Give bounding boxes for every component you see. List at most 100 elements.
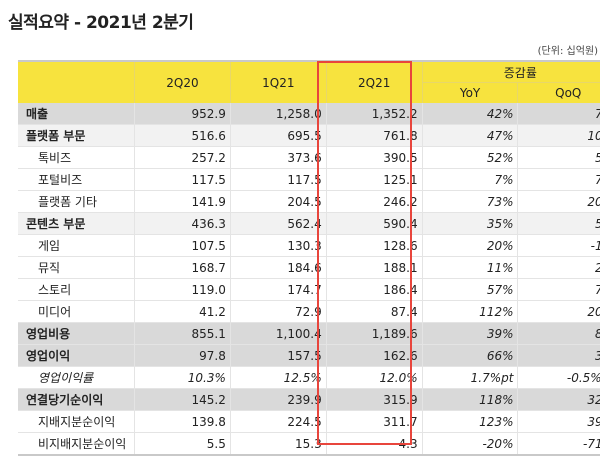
cell-value: 97.8: [133, 344, 231, 367]
cell-value: 41.2: [133, 300, 231, 323]
row-label: 포털비즈: [18, 168, 135, 191]
row-label: 플랫폼 기타: [18, 190, 135, 213]
cell-value: -20%: [421, 432, 518, 456]
row-label: 톡비즈: [18, 146, 135, 169]
cell-value: 5.5: [133, 432, 231, 456]
cell-value: 2%: [517, 256, 600, 279]
cell-value: 42%: [421, 103, 518, 125]
cell-value: 204.5: [229, 190, 327, 213]
row-label: 플랫폼 부문: [18, 124, 135, 147]
cell-value: 57%: [421, 278, 518, 301]
header-2q20: 2Q20: [133, 60, 231, 103]
cell-value: 32%: [517, 388, 600, 411]
cell-value: 107.5: [133, 234, 231, 257]
cell-value: 10%: [517, 124, 600, 147]
cell-value: 112%: [421, 300, 518, 323]
cell-value: 952.9: [133, 103, 231, 125]
earnings-summary-table: 2Q20 1Q21 2Q21 증감률 YoY QoQ 매출 952.9 1,258.…: [18, 60, 600, 456]
cell-value: 139.8: [133, 410, 231, 433]
cell-value: 125.1: [325, 168, 423, 191]
cell-value: 1,258.0: [229, 103, 327, 125]
cell-value: 761.8: [325, 124, 423, 147]
row-label: 콘텐츠 부문: [18, 212, 135, 235]
cell-value: -1%: [517, 234, 600, 257]
cell-value: 224.5: [229, 410, 327, 433]
header-growth: 증감률: [421, 60, 600, 83]
cell-value: 117.5: [229, 168, 327, 191]
cell-value: 35%: [421, 212, 518, 235]
cell-value: 168.7: [133, 256, 231, 279]
cell-value: 184.6: [229, 256, 327, 279]
cell-value: 157.5: [229, 344, 327, 367]
cell-value: 15.3: [229, 432, 327, 456]
cell-value: 130.3: [229, 234, 327, 257]
cell-value: 5%: [517, 146, 600, 169]
row-label: 영업이익률: [18, 366, 135, 389]
cell-value: 3%: [517, 344, 600, 367]
cell-value: 20%: [517, 300, 600, 323]
cell-value: 257.2: [133, 146, 231, 169]
header-1q21: 1Q21: [229, 60, 327, 103]
cell-value: 855.1: [133, 322, 231, 345]
cell-value: 174.7: [229, 278, 327, 301]
cell-value: 315.9: [325, 388, 423, 411]
cell-value: 516.6: [133, 124, 231, 147]
cell-value: 373.6: [229, 146, 327, 169]
row-label: 스토리: [18, 278, 135, 301]
cell-value: 7%: [421, 168, 518, 191]
cell-value: 10.3%: [133, 366, 231, 389]
cell-value: 162.6: [325, 344, 423, 367]
row-label: 게임: [18, 234, 135, 257]
header-qoq: QoQ: [517, 82, 600, 103]
cell-value: 123%: [421, 410, 518, 433]
row-label: 연결당기순이익: [18, 388, 135, 411]
row-label: 비지배지분순이익: [18, 432, 135, 456]
header-yoy: YoY: [421, 82, 518, 103]
cell-value: 562.4: [229, 212, 327, 235]
cell-value: 118%: [421, 388, 518, 411]
cell-value: 695.5: [229, 124, 327, 147]
row-label: 영업이익: [18, 344, 135, 367]
header-2q21: 2Q21: [325, 60, 423, 103]
cell-value: 119.0: [133, 278, 231, 301]
header-label: [18, 60, 135, 103]
cell-value: 47%: [421, 124, 518, 147]
cell-value: 188.1: [325, 256, 423, 279]
cell-value: 1,100.4: [229, 322, 327, 345]
cell-value: 1,352.2: [325, 103, 423, 125]
cell-value: 20%: [517, 190, 600, 213]
cell-value: 11%: [421, 256, 518, 279]
cell-value: 117.5: [133, 168, 231, 191]
cell-value: 66%: [421, 344, 518, 367]
row-label: 영업비용: [18, 322, 135, 345]
row-label: 뮤직: [18, 256, 135, 279]
cell-value: 1.7%pt: [421, 366, 518, 389]
cell-value: 436.3: [133, 212, 231, 235]
cell-value: 246.2: [325, 190, 423, 213]
cell-value: 4.3: [325, 432, 423, 456]
cell-value: 186.4: [325, 278, 423, 301]
cell-value: 145.2: [133, 388, 231, 411]
cell-value: 73%: [421, 190, 518, 213]
cell-value: 7%: [517, 103, 600, 125]
cell-value: 141.9: [133, 190, 231, 213]
cell-value: 12.0%: [325, 366, 423, 389]
cell-value: 390.5: [325, 146, 423, 169]
cell-value: 39%: [517, 410, 600, 433]
cell-value: 5%: [517, 212, 600, 235]
cell-value: 12.5%: [229, 366, 327, 389]
page-title: 실적요약 - 2021년 2분기: [8, 13, 194, 33]
cell-value: -71%: [517, 432, 600, 456]
